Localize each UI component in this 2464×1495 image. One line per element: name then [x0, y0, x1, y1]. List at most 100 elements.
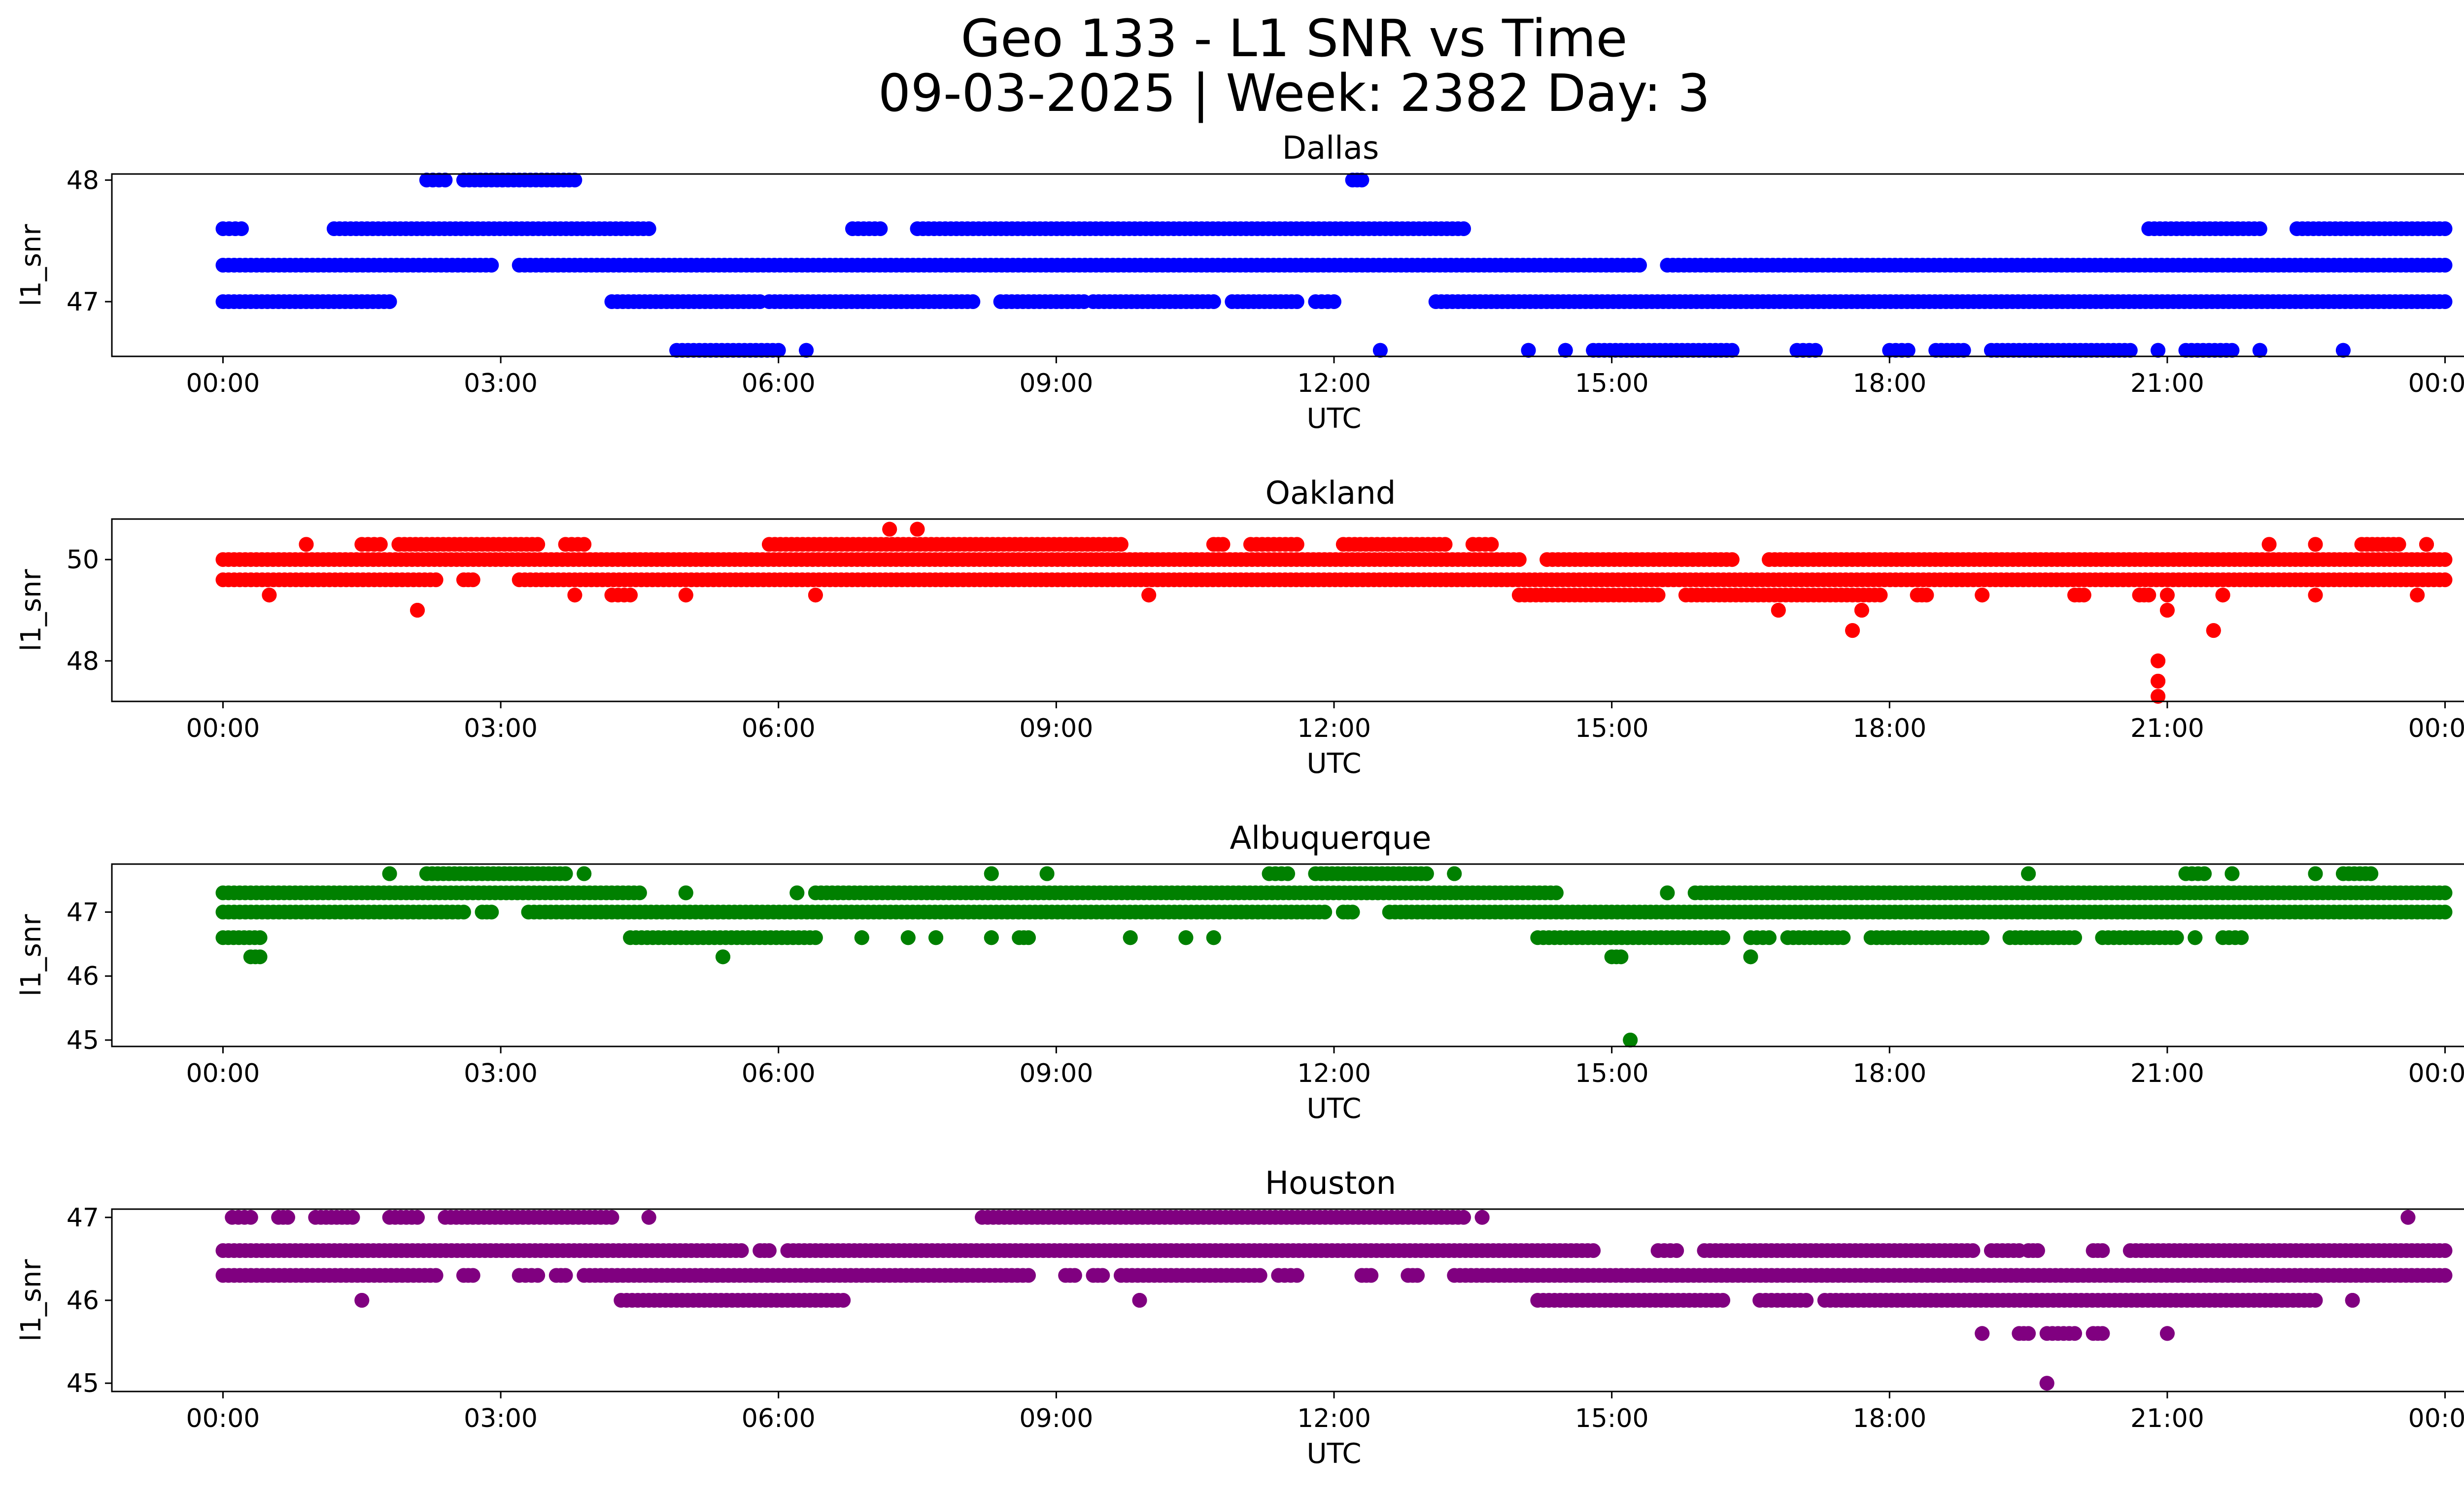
data-point: [2151, 653, 2166, 668]
x-tick-label: 18:00: [1852, 714, 1926, 743]
data-point: [2252, 343, 2267, 358]
panel-dallas: Dallas 00:00 03:00 06:00 09:00 12:00 15:00 18:…: [15, 130, 2464, 435]
data-point: [1113, 537, 1129, 552]
y-tick-label: 46: [67, 1286, 99, 1316]
data-point: [1724, 343, 1740, 358]
data-point: [2169, 930, 2184, 945]
x-tick-label: 21:00: [2130, 1059, 2204, 1088]
data-point: [2095, 1243, 2110, 1258]
data-point: [1354, 173, 1369, 188]
x-tick-label: 06:00: [742, 1404, 816, 1433]
data-point: [2159, 588, 2175, 603]
x-tick-label: 12:00: [1297, 714, 1371, 743]
data-point: [2030, 1243, 2045, 1258]
data-point: [2159, 1326, 2175, 1341]
data-point: [484, 258, 499, 273]
data-point: [1623, 1033, 1638, 1047]
data-point: [1660, 885, 1675, 901]
data-point: [734, 1243, 749, 1258]
data-point: [678, 885, 693, 901]
data-point: [641, 221, 656, 236]
data-point: [1919, 588, 1934, 603]
data-point: [2308, 537, 2323, 552]
data-point: [1039, 866, 1055, 881]
x-tick-label: 00:00: [186, 714, 260, 743]
data-point: [2419, 537, 2434, 552]
data-point: [1447, 866, 1462, 881]
data-point: [243, 1210, 258, 1225]
data-point: [965, 294, 981, 309]
data-point: [1715, 1293, 1731, 1308]
x-tick-label: 09:00: [1019, 369, 1093, 398]
data-point: [530, 537, 546, 552]
data-point: [373, 537, 388, 552]
data-point: [1456, 221, 1471, 236]
x-tick-label: 06:00: [742, 714, 816, 743]
panel-title: Oakland: [1266, 475, 1396, 512]
data-point: [808, 588, 823, 603]
data-point: [567, 588, 582, 603]
data-point: [1419, 866, 1434, 881]
x-tick-label: 00:00: [2408, 714, 2464, 743]
x-tick-label: 03:00: [464, 714, 538, 743]
data-point: [1372, 343, 1388, 358]
data-point: [2252, 221, 2267, 236]
x-tick-label: 18:00: [1852, 1404, 1926, 1433]
data-point: [1965, 1243, 1981, 1258]
data-point: [882, 522, 897, 537]
data-point: [1280, 866, 1296, 881]
figure-title-line-2: 09-03-2025 | Week: 2382 Day: 3: [878, 63, 1710, 123]
data-point: [438, 173, 453, 188]
data-point: [234, 221, 249, 236]
data-point: [465, 1268, 480, 1283]
data-point: [2363, 866, 2379, 881]
data-point: [1511, 552, 1527, 567]
data-point: [1632, 258, 1647, 273]
data-point: [2391, 537, 2406, 552]
data-point: [1021, 1268, 1036, 1283]
data-point: [1437, 537, 1453, 552]
y-tick-label: 48: [67, 166, 99, 195]
data-point: [900, 930, 916, 945]
data-point: [1836, 930, 1851, 945]
data-point: [2122, 343, 2138, 358]
data-point: [1521, 343, 1536, 358]
data-point: [2151, 343, 2166, 358]
y-tick-label: 48: [67, 647, 99, 676]
y-tick-label: 50: [67, 545, 99, 575]
x-tick-label: 00:00: [2408, 369, 2464, 398]
data-point: [567, 173, 582, 188]
figure-title-line-1: Geo 133 - L1 SNR vs Time: [960, 8, 1627, 69]
x-axis-label: UTC: [1306, 403, 1361, 435]
data-point: [1771, 603, 1786, 618]
data-point: [2437, 1243, 2453, 1258]
data-point: [577, 866, 592, 881]
data-point: [1456, 1210, 1471, 1225]
data-point: [465, 572, 480, 588]
data-point: [1900, 343, 1916, 358]
y-axis-label: l1_snr: [15, 914, 47, 997]
data-point: [1743, 949, 1758, 965]
panel-houston: Houston 00:00 03:00 06:00 09:00 12:00 15:00 18…: [15, 1165, 2464, 1470]
y-tick-label: 47: [67, 898, 99, 927]
data-point: [1975, 1326, 1990, 1341]
data-point: [1484, 537, 1499, 552]
x-tick-label: 00:00: [186, 1404, 260, 1433]
data-point: [558, 1268, 573, 1283]
data-point: [299, 537, 314, 552]
data-point: [984, 866, 999, 881]
data-point: [1364, 1268, 1379, 1283]
x-tick-label: 21:00: [2130, 714, 2204, 743]
panel-title: Albuquerque: [1230, 820, 1431, 857]
x-tick-label: 09:00: [1019, 1404, 1093, 1433]
data-point: [252, 930, 268, 945]
data-point: [456, 904, 471, 920]
data-point: [761, 1243, 777, 1258]
data-point: [1975, 930, 1990, 945]
data-point: [2021, 866, 2036, 881]
data-point: [1956, 343, 1971, 358]
data-point: [623, 588, 638, 603]
data-point: [716, 949, 730, 965]
data-point: [2141, 588, 2156, 603]
